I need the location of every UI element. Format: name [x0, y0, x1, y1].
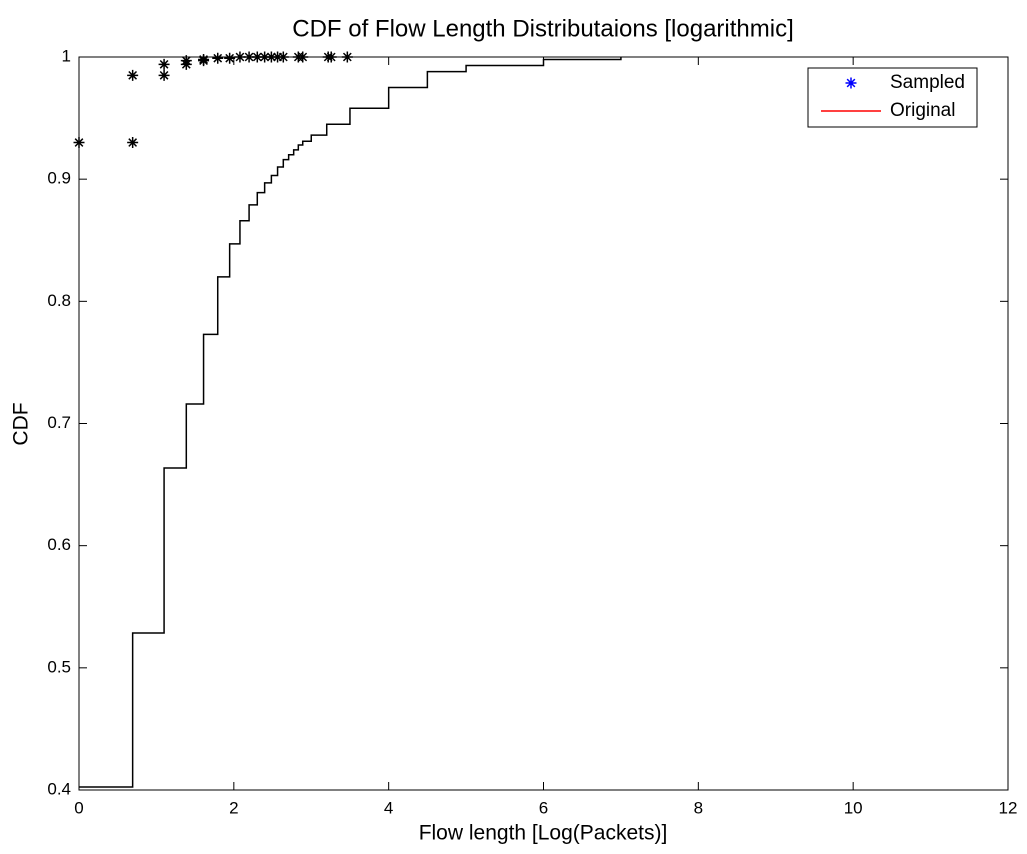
- scatter-point: [73, 137, 85, 149]
- x-axis-label: Flow length [Log(Packets)]: [419, 822, 668, 845]
- scatter-point: [243, 51, 255, 63]
- scatter-point: [212, 52, 224, 64]
- scatter-point: [158, 69, 170, 81]
- plot-frame: [78, 56, 1009, 791]
- x-tick-label: 10: [844, 798, 863, 817]
- y-tick-label: 0.5: [47, 657, 71, 676]
- scatter-point: [127, 137, 139, 149]
- scatter-point: [251, 51, 263, 63]
- y-tick-label: 0.8: [47, 291, 71, 310]
- chart-title: CDF of Flow Length Distributaions [logar…: [292, 15, 794, 42]
- scatter-point: [297, 51, 309, 63]
- scatter-point: [158, 58, 170, 70]
- legend-marker: [845, 77, 857, 89]
- scatter-point: [224, 52, 236, 64]
- y-tick-label: 0.9: [47, 169, 71, 188]
- scatter-point: [341, 51, 353, 63]
- legend-box: [807, 67, 978, 128]
- y-tick-label: 1: [62, 46, 71, 65]
- x-tick-label: 0: [74, 798, 83, 817]
- legend-label: Original: [890, 100, 955, 121]
- scatter-point: [180, 58, 192, 70]
- x-tick-label: 8: [694, 798, 703, 817]
- scatter-point: [272, 51, 284, 63]
- y-tick-label: 0.6: [47, 535, 71, 554]
- x-tick-label: 6: [539, 798, 548, 817]
- x-tick-label: 12: [999, 798, 1018, 817]
- y-tick-label: 0.7: [47, 413, 71, 432]
- scatter-point: [277, 51, 289, 63]
- x-tick-label: 2: [229, 798, 238, 817]
- x-tick-label: 4: [384, 798, 393, 817]
- scatter-point: [325, 51, 337, 63]
- scatter-point: [198, 55, 210, 67]
- y-tick-label: 0.4: [47, 779, 71, 798]
- scatter-point: [127, 69, 139, 81]
- legend-label: Sampled: [890, 72, 965, 93]
- scatter-point: [259, 51, 271, 63]
- y-axis-label: CDF: [10, 402, 33, 445]
- scatter-point: [234, 51, 246, 63]
- scatter-point: [265, 51, 277, 63]
- line-series: [79, 57, 622, 788]
